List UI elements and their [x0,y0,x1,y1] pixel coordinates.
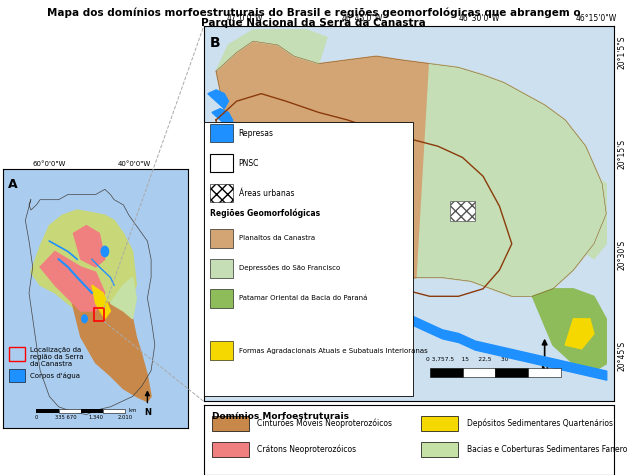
Polygon shape [216,41,606,296]
Text: 40°0'0"W: 40°0'0"W [118,161,151,167]
Polygon shape [418,64,606,296]
Bar [210,259,233,277]
Text: km: km [545,370,554,376]
Polygon shape [553,176,606,259]
Text: 0: 0 [34,415,38,419]
Polygon shape [92,285,110,319]
Text: Formas Agradacionais Atuais e Subatuais Interioranas: Formas Agradacionais Atuais e Subatuais … [239,348,428,354]
Text: Mapa dos domínios morfoestruturais do Brasil e regiões geomorfológicas que abran: Mapa dos domínios morfoestruturais do Br… [46,7,581,18]
Text: 20°15'S: 20°15'S [618,139,627,169]
Circle shape [82,315,87,323]
Text: 0 3,757.5    15     22,5     30: 0 3,757.5 15 22,5 30 [426,357,508,362]
Text: 46°45'0"W: 46°45'0"W [341,14,382,23]
Text: 46°15'0"W: 46°15'0"W [576,14,616,23]
Text: 47°0'0"W: 47°0'0"W [226,14,263,23]
Bar [9,347,25,361]
Bar [463,368,495,377]
Bar [210,229,233,247]
Bar [210,184,233,202]
Bar [36,408,59,413]
Polygon shape [31,210,136,324]
Text: Depósitos Sedimentares Quartenários: Depósitos Sedimentares Quartenários [466,419,613,428]
Text: PNSC: PNSC [239,159,259,168]
Text: Crátons Neoproterozóicos: Crátons Neoproterozóicos [257,445,356,455]
Bar [210,154,233,172]
Bar [421,442,458,457]
Text: 60°0'0"W: 60°0'0"W [33,161,66,167]
Polygon shape [73,226,105,267]
FancyBboxPatch shape [204,122,413,396]
Text: Sistema de projeção: UTM - Datum: SIRGAS 2000 - Zona: 23K
         Fonte: adapta: Sistema de projeção: UTM - Datum: SIRGAS… [317,411,501,421]
Text: 1.340: 1.340 [88,415,103,419]
Bar [421,416,458,431]
Bar [212,442,249,457]
Bar [528,368,561,377]
Bar [429,368,463,377]
Text: N: N [540,366,549,376]
Text: Parque Nacional da Serra da Canastra: Parque Nacional da Serra da Canastra [201,18,426,28]
Bar [210,124,233,142]
Text: 46°30'0"W: 46°30'0"W [458,14,500,23]
Bar [495,368,528,377]
Text: Domínios Morfoestruturais: Domínios Morfoestruturais [212,412,349,421]
Text: Regiões Geomorfológicas: Regiões Geomorfológicas [210,208,320,218]
Bar [94,308,104,322]
Text: km: km [129,408,137,413]
Bar [59,408,81,413]
Text: Bacias e Coberturas Sedimentares Faneroz.: Bacias e Coberturas Sedimentares Faneroz… [466,445,627,454]
Text: Corpos d'água: Corpos d'água [30,372,80,379]
Bar [450,200,475,221]
Polygon shape [212,109,233,127]
Text: Áreas urbanas: Áreas urbanas [239,189,294,198]
Polygon shape [208,90,228,109]
Bar [103,408,125,413]
Text: Depressões do São Francisco: Depressões do São Francisco [239,265,340,271]
Text: Cinturões Móveis Neoproterozóicos: Cinturões Móveis Neoproterozóicos [257,419,392,428]
Polygon shape [40,251,105,311]
Polygon shape [212,120,265,214]
Text: N: N [144,408,151,417]
Text: Patamar Oriental da Bacia do Paraná: Patamar Oriental da Bacia do Paraná [239,295,367,301]
Text: B: B [210,36,221,49]
Bar [210,342,233,360]
Polygon shape [532,289,606,371]
Bar [81,408,103,413]
Bar [294,186,319,206]
Text: Localização da
região da Serra
da Canastra: Localização da região da Serra da Canast… [30,347,83,367]
Text: 20°45'S: 20°45'S [618,341,627,371]
Polygon shape [565,319,594,349]
Circle shape [101,246,108,256]
Polygon shape [216,30,327,71]
Bar [210,289,233,308]
Bar [9,369,25,382]
Text: 20°30'S: 20°30'S [618,240,627,270]
Text: Represas: Represas [239,129,273,138]
Text: 20°1'5"S: 20°1'5"S [618,36,627,69]
Text: 335 670: 335 670 [55,415,77,419]
Text: 2.010: 2.010 [118,415,133,419]
Polygon shape [68,285,151,402]
Text: A: A [8,178,18,190]
Text: Planaltos da Canastra: Planaltos da Canastra [239,235,315,241]
Polygon shape [110,277,136,319]
Bar [212,416,249,431]
